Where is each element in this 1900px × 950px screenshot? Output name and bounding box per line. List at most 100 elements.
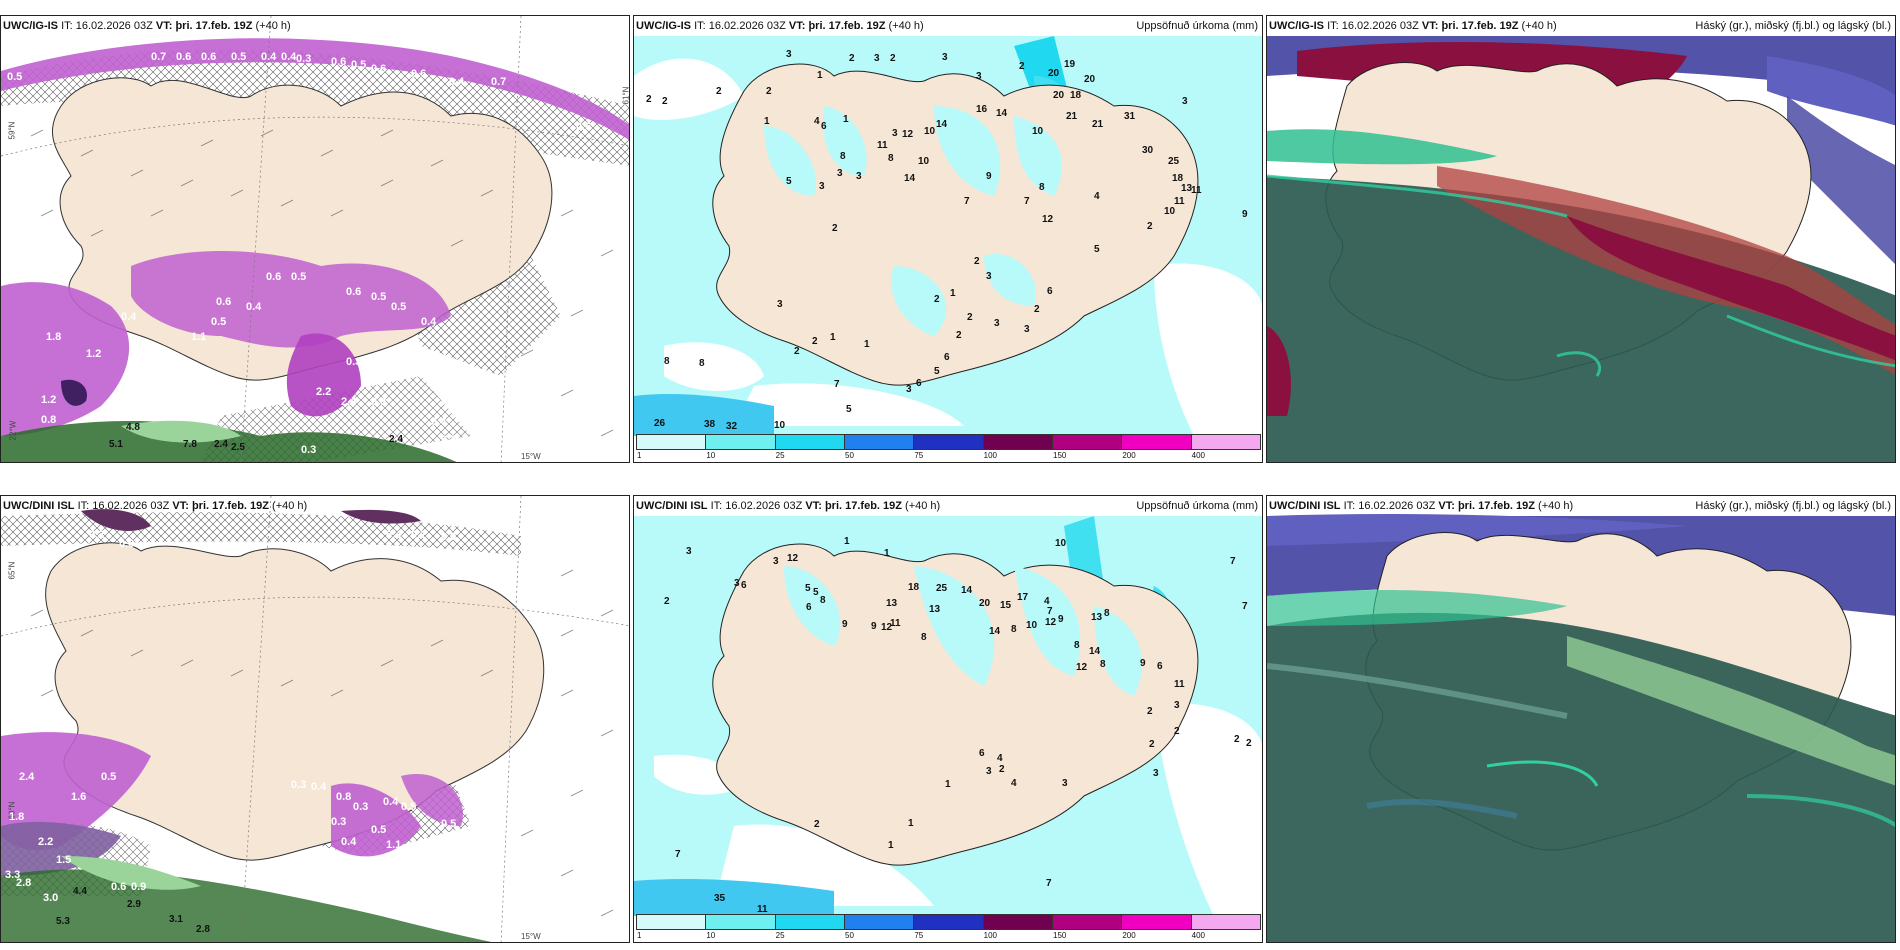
value-label: 0.5: [7, 71, 23, 83]
colorbar-segment: [774, 914, 845, 930]
value-label: 0.7: [491, 76, 507, 88]
value-label: 1.8: [46, 331, 62, 343]
value-label: 10: [1026, 620, 1038, 631]
value-label: 1: [908, 818, 914, 829]
colorbar-tick: 400: [1191, 451, 1206, 460]
value-label: 1: [843, 114, 849, 125]
value-label: 0.3: [346, 356, 362, 368]
value-label: 0.5: [371, 824, 387, 836]
value-label: 2: [1147, 706, 1153, 717]
value-label: 7: [834, 379, 840, 390]
value-label: 0.3: [296, 53, 312, 65]
colorbar-segment: [1052, 914, 1123, 930]
value-label: 5.1: [109, 439, 123, 450]
value-label: 14: [961, 585, 973, 596]
value-label: 21: [1066, 111, 1078, 122]
map-panel-bottom-right: UWC/DINI ISL IT: 16.02.2026 03Z VT: þri.…: [1266, 495, 1896, 943]
value-label: 1: [764, 116, 770, 127]
map-panel-top-left: UWC/IG-IS IT: 16.02.2026 03Z VT: þri. 17…: [0, 15, 630, 463]
value-label: 2: [890, 53, 896, 64]
value-label: 3: [942, 52, 948, 63]
value-label: 10: [924, 126, 936, 137]
value-label: 7: [1242, 601, 1248, 612]
value-label: 7.8: [183, 439, 197, 450]
value-label: 4: [1044, 596, 1050, 607]
value-label: 8: [664, 356, 670, 367]
value-label: 0.4: [449, 76, 465, 88]
value-label: 5: [934, 366, 940, 377]
value-label: 0.4: [246, 301, 262, 313]
value-label: 4: [997, 753, 1003, 764]
value-label: 14: [936, 119, 948, 130]
colorbar-tick: 150: [1053, 931, 1067, 940]
precip-map: [634, 16, 1262, 462]
value-label: 0.6: [411, 68, 427, 80]
value-label: 0.5: [401, 801, 417, 813]
value-label: 0.3: [301, 444, 317, 456]
precip-colorbar: 1 10 25 50 75 100 150 200 400: [636, 914, 1261, 940]
value-label: 20: [1048, 68, 1060, 79]
value-label: 0.4: [341, 836, 357, 848]
value-label: 0.4: [281, 51, 297, 63]
value-label: 1.1: [386, 839, 402, 851]
value-label: 7: [1024, 196, 1030, 207]
value-label: 0.5: [291, 271, 307, 283]
value-label: 0.6: [201, 51, 217, 63]
value-label: 2.2: [38, 836, 54, 848]
value-label: 0.8: [41, 414, 57, 426]
value-label: 2: [794, 346, 800, 357]
value-label: 7: [1230, 556, 1236, 567]
value-label: 5.3: [56, 916, 70, 927]
value-label: 11: [1174, 679, 1185, 690]
value-label: 4.8: [126, 422, 140, 433]
panel-title: Hásk‎ý (gr.), miðský (fj.bl.) og lágský …: [1695, 500, 1891, 512]
value-label: 0.6: [111, 881, 127, 893]
panel-header: UWC/DINI ISL IT: 16.02.2026 03Z VT: þri.…: [636, 500, 941, 512]
value-label: 0.3: [441, 434, 457, 446]
colorbar-tick: 200: [1122, 451, 1136, 460]
value-label: 13: [1091, 612, 1103, 623]
colorbar-segment: [774, 434, 845, 450]
colorbar-segment: [913, 914, 984, 930]
value-label: 0.6: [346, 286, 362, 298]
value-label: 15: [1000, 600, 1012, 611]
value-label: 3: [986, 766, 992, 777]
value-label: 2: [662, 96, 668, 107]
value-label: 3: [994, 318, 1000, 329]
colorbar-tick: 1: [637, 931, 642, 940]
value-label: 3: [1024, 324, 1030, 335]
value-label: 9: [842, 619, 848, 630]
value-label: 2: [646, 94, 652, 105]
value-label: 1: [884, 548, 890, 559]
value-label: 2.8: [196, 924, 210, 935]
value-label: 14: [1089, 646, 1101, 657]
precip-map: [634, 496, 1262, 942]
value-label: 0.8: [371, 396, 387, 408]
value-label: 6: [741, 580, 747, 591]
value-label: 30: [1142, 145, 1154, 156]
value-label: 2: [967, 312, 973, 323]
value-label: 0.5: [101, 771, 117, 783]
value-label: 0.5: [231, 51, 247, 63]
axis-label: 15°W: [521, 932, 541, 941]
colorbar-segment: [1121, 914, 1192, 930]
value-label: 17: [1017, 592, 1029, 603]
colorbar-tick: 25: [775, 451, 785, 460]
value-label: 3: [1182, 96, 1188, 107]
value-label: 2: [849, 53, 855, 64]
value-label: 5: [1094, 244, 1100, 255]
value-label: 14: [904, 173, 916, 184]
value-label: 0.3: [431, 836, 447, 848]
value-label: 18: [1172, 173, 1184, 184]
value-label: 0.4: [386, 529, 402, 541]
value-label: 2: [716, 86, 722, 97]
value-label: 1.8: [9, 811, 25, 823]
axis-label: 15°W: [521, 452, 541, 461]
colorbar-tick: 100: [983, 931, 998, 940]
colorbar-segment: [1121, 434, 1192, 450]
value-label: 0.6: [216, 296, 232, 308]
value-label: 3: [906, 384, 912, 395]
value-label: 35: [714, 893, 726, 904]
value-label: 7: [1047, 606, 1053, 617]
axis-label: 61°N: [621, 86, 630, 105]
